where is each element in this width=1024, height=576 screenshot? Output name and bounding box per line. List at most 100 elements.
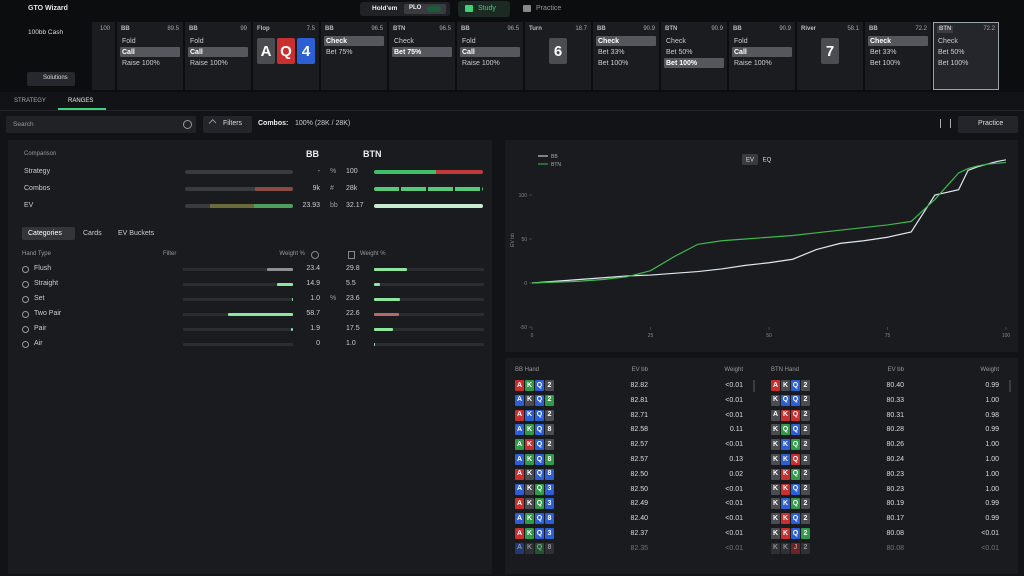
action[interactable]: Check: [666, 37, 686, 45]
x-tick-label: 50: [766, 333, 772, 339]
hand-card: [525, 542, 534, 554]
hand-card-rank: K: [782, 455, 789, 463]
hand-card-rank: Q: [792, 425, 799, 433]
hand-card: [801, 513, 810, 525]
action[interactable]: Bet 100%: [938, 59, 969, 67]
action[interactable]: Call: [122, 48, 135, 56]
action[interactable]: Fold: [190, 37, 204, 45]
action[interactable]: Bet 50%: [666, 48, 693, 56]
action-column[interactable]: [593, 22, 659, 90]
weight-bar: [228, 313, 293, 316]
row-icon: [22, 326, 29, 333]
action-column[interactable]: [933, 22, 999, 90]
view-tab[interactable]: STRATEGY: [14, 98, 46, 104]
weight-bar: [374, 298, 400, 301]
action[interactable]: Bet 100%: [870, 59, 901, 67]
board-card: [549, 38, 567, 64]
action[interactable]: Raise 100%: [462, 59, 500, 67]
hand-card: [781, 380, 790, 391]
hand-card: [791, 513, 800, 525]
action[interactable]: Fold: [462, 37, 476, 45]
hand-card: [781, 528, 790, 539]
y-tick-label: 100: [519, 193, 528, 199]
hand-card-rank: 2: [803, 440, 808, 448]
hand-card: [545, 380, 554, 391]
player-name: BTN: [363, 149, 382, 159]
hand-weight: <0.01: [981, 544, 999, 552]
comparison-bb: 23.93: [302, 202, 320, 209]
action-column[interactable]: [321, 22, 387, 90]
hand-type: Flush: [34, 265, 52, 272]
action[interactable]: Check: [870, 37, 892, 45]
weight-bar: [374, 268, 407, 271]
hand-card-rank: 8: [547, 544, 552, 552]
hand-card-rank: K: [772, 544, 779, 552]
hand-card-rank: K: [526, 470, 533, 478]
hand-card: [525, 513, 534, 525]
nav-tab-label: Practice: [536, 5, 562, 12]
hand-card: [535, 513, 544, 525]
action-highlight: [324, 36, 384, 46]
action[interactable]: Bet 75%: [394, 48, 422, 56]
weight-unit: %: [330, 295, 337, 302]
hand-card: [545, 498, 554, 510]
column-label: BB: [597, 26, 606, 32]
hand-card: [791, 439, 800, 451]
hand-card-rank: A: [516, 499, 523, 507]
hand-card-rank: Q: [536, 499, 543, 507]
action[interactable]: Bet 100%: [598, 59, 629, 67]
chart-toggle[interactable]: EQ: [763, 158, 772, 164]
action-highlight: [392, 47, 452, 57]
x-tick-label: 0: [531, 333, 534, 339]
column-label: BB: [869, 26, 878, 32]
hand-card-rank: Q: [792, 514, 799, 522]
weight-track: [183, 298, 293, 301]
practice-button[interactable]: [958, 116, 1018, 133]
column-amount: 18.7: [575, 26, 587, 32]
action[interactable]: Bet 50%: [938, 48, 965, 56]
weight-header: Weight %: [360, 251, 386, 257]
x-tick-label: 100: [1002, 333, 1011, 339]
help-icon: [183, 120, 192, 129]
hand-card-rank: A: [516, 381, 523, 389]
action[interactable]: Bet 33%: [598, 48, 625, 56]
hand-card-rank: Q: [536, 529, 543, 537]
action[interactable]: Bet 33%: [870, 48, 897, 56]
game-label: Hold'em: [372, 5, 398, 12]
action[interactable]: Raise 100%: [734, 59, 772, 67]
action[interactable]: Check: [598, 37, 620, 45]
action-column[interactable]: [865, 22, 931, 90]
weight-track: [183, 268, 293, 271]
action[interactable]: Fold: [734, 37, 748, 45]
search-box[interactable]: [6, 116, 196, 133]
hand-weight: 0.98: [985, 411, 999, 419]
variant-toggle[interactable]: [404, 4, 446, 14]
action[interactable]: Check: [938, 37, 958, 45]
solutions-button[interactable]: [27, 72, 75, 86]
action-highlight: [664, 58, 724, 68]
action[interactable]: Call: [190, 48, 203, 56]
hand-card-rank: K: [526, 411, 533, 419]
action[interactable]: Call: [734, 48, 747, 56]
chart-toggle[interactable]: EV: [746, 158, 754, 164]
hand-card-rank: A: [516, 529, 523, 537]
action[interactable]: Bet 75%: [326, 48, 353, 56]
action[interactable]: Fold: [122, 37, 136, 45]
action[interactable]: Call: [462, 48, 475, 56]
hand-card: [791, 424, 800, 436]
hand-card: [535, 483, 544, 495]
action[interactable]: Check: [394, 37, 414, 45]
hand-card: [791, 409, 800, 421]
view-tab[interactable]: RANGES: [68, 98, 94, 104]
action[interactable]: Bet 100%: [666, 59, 698, 67]
toggle-bg: [742, 154, 758, 165]
filters-button[interactable]: [203, 116, 252, 133]
category-tab[interactable]: [22, 227, 75, 240]
action[interactable]: Check: [326, 37, 348, 45]
hand-card-rank: K: [526, 485, 533, 493]
action-column[interactable]: [661, 22, 727, 90]
action[interactable]: Raise 100%: [122, 59, 160, 67]
action[interactable]: Raise 100%: [190, 59, 228, 67]
hand-ev: 82.37: [630, 530, 648, 537]
header-icon: [348, 251, 355, 259]
